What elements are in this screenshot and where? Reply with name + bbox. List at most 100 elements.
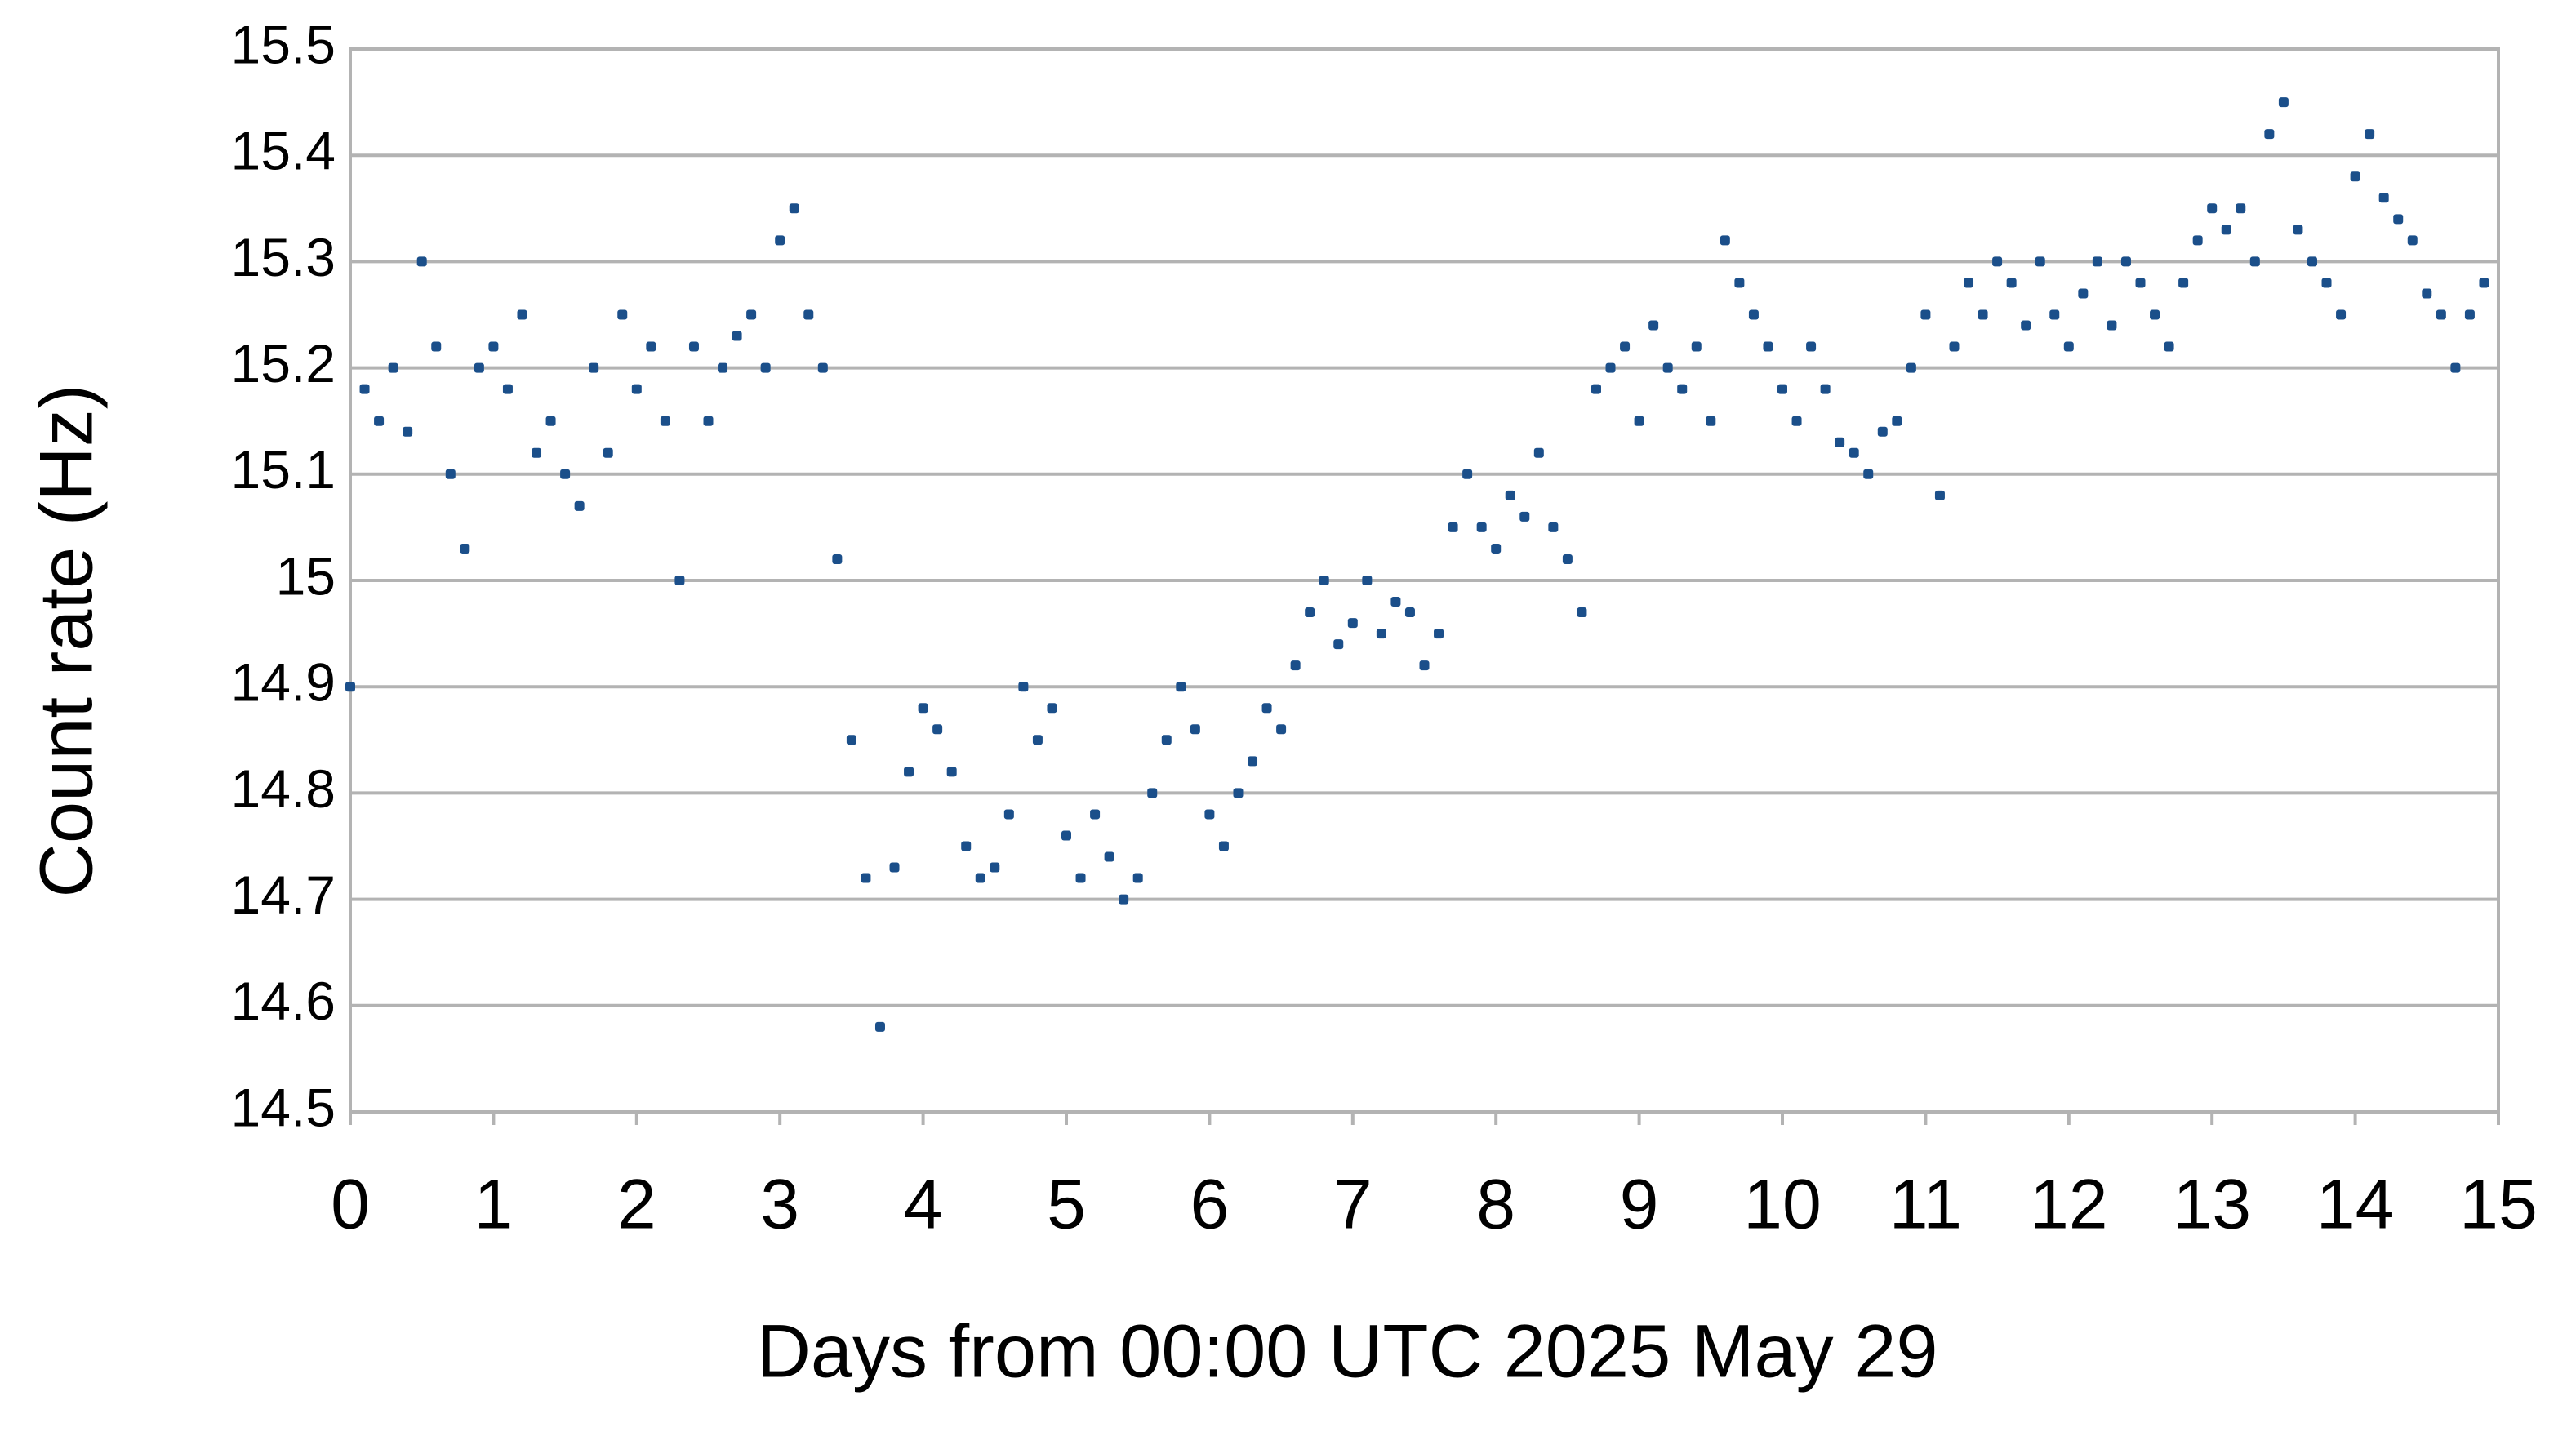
- point: [2365, 129, 2375, 140]
- point: [1949, 341, 1960, 352]
- point: [545, 416, 556, 426]
- point: [445, 469, 456, 479]
- point: [1104, 851, 1114, 862]
- point: [1605, 362, 1616, 373]
- point: [732, 331, 742, 341]
- x-tick-label: 9: [1620, 1166, 1659, 1244]
- point: [846, 735, 856, 745]
- point: [2479, 278, 2489, 288]
- point: [1577, 607, 1587, 618]
- x-tick-label: 15: [2459, 1166, 2538, 1244]
- point: [617, 309, 628, 320]
- y-tick-label: 14.7: [231, 865, 336, 925]
- point: [1491, 543, 1502, 554]
- point: [2107, 320, 2117, 331]
- point: [1648, 320, 1659, 331]
- point: [2120, 256, 2131, 267]
- point: [1806, 341, 1817, 352]
- point: [961, 841, 972, 851]
- point: [1319, 576, 1329, 585]
- point: [2078, 288, 2089, 299]
- point: [688, 341, 699, 352]
- point: [2049, 309, 2060, 320]
- point: [2350, 171, 2360, 182]
- point: [1720, 235, 1730, 246]
- point: [1347, 618, 1358, 629]
- x-tick-label: 14: [2316, 1166, 2395, 1244]
- y-axis-title: Count rate (Hz): [24, 385, 108, 898]
- point: [574, 500, 585, 511]
- x-tick-label: 7: [1333, 1166, 1373, 1244]
- point: [1677, 384, 1688, 394]
- point: [674, 576, 685, 585]
- point: [1248, 756, 1258, 767]
- point: [1892, 416, 1902, 426]
- point: [2092, 256, 2102, 267]
- x-tick-label: 10: [1743, 1166, 1822, 1244]
- point: [932, 724, 943, 735]
- point: [946, 767, 957, 777]
- point: [2450, 362, 2461, 373]
- x-tick-label: 2: [617, 1166, 656, 1244]
- point: [1662, 362, 1673, 373]
- y-tick-label: 15.3: [231, 227, 336, 287]
- point: [345, 682, 355, 692]
- point: [1748, 309, 1759, 320]
- point: [1047, 703, 1057, 714]
- point: [2236, 203, 2246, 214]
- point: [403, 426, 413, 437]
- point: [775, 235, 785, 246]
- point: [2063, 341, 2074, 352]
- point: [2307, 256, 2317, 267]
- point: [789, 203, 799, 214]
- point: [2021, 320, 2031, 331]
- point: [1204, 809, 1215, 820]
- point: [589, 362, 599, 373]
- point: [2264, 129, 2275, 140]
- point: [1849, 447, 1859, 458]
- point: [760, 362, 771, 373]
- point: [1791, 416, 1802, 426]
- point: [1591, 384, 1601, 394]
- point: [861, 873, 871, 883]
- point: [532, 447, 542, 458]
- point: [416, 256, 427, 267]
- point: [460, 543, 470, 554]
- point: [1820, 384, 1831, 394]
- x-tick-label: 3: [760, 1166, 799, 1244]
- point: [990, 862, 1000, 873]
- y-tick-label: 14.8: [231, 758, 336, 819]
- plot-frame: [349, 47, 2500, 1114]
- point: [660, 416, 670, 426]
- point: [1390, 597, 1401, 607]
- point: [1190, 724, 1200, 735]
- point: [603, 447, 613, 458]
- point: [918, 703, 928, 714]
- y-tick-label: 15: [276, 545, 336, 606]
- point: [1906, 362, 1916, 373]
- point: [359, 384, 370, 394]
- y-tick-label: 15.5: [231, 14, 336, 74]
- point: [703, 416, 714, 426]
- point: [560, 469, 571, 479]
- point: [2407, 235, 2418, 246]
- point: [817, 362, 828, 373]
- point: [2150, 309, 2160, 320]
- point: [1934, 490, 1945, 500]
- point: [1920, 309, 1931, 320]
- x-tick-label: 13: [2173, 1166, 2251, 1244]
- point: [1505, 490, 1515, 500]
- point: [2178, 278, 2189, 288]
- point: [502, 384, 513, 394]
- point: [388, 362, 398, 373]
- point: [1075, 873, 1086, 883]
- point: [2006, 278, 2017, 288]
- point: [1276, 724, 1287, 735]
- point: [1218, 841, 1229, 851]
- point: [1119, 894, 1129, 905]
- y-tick-label: 15.1: [231, 439, 336, 500]
- point: [1147, 788, 1158, 798]
- point: [975, 873, 985, 883]
- y-tick-label: 14.5: [231, 1077, 336, 1137]
